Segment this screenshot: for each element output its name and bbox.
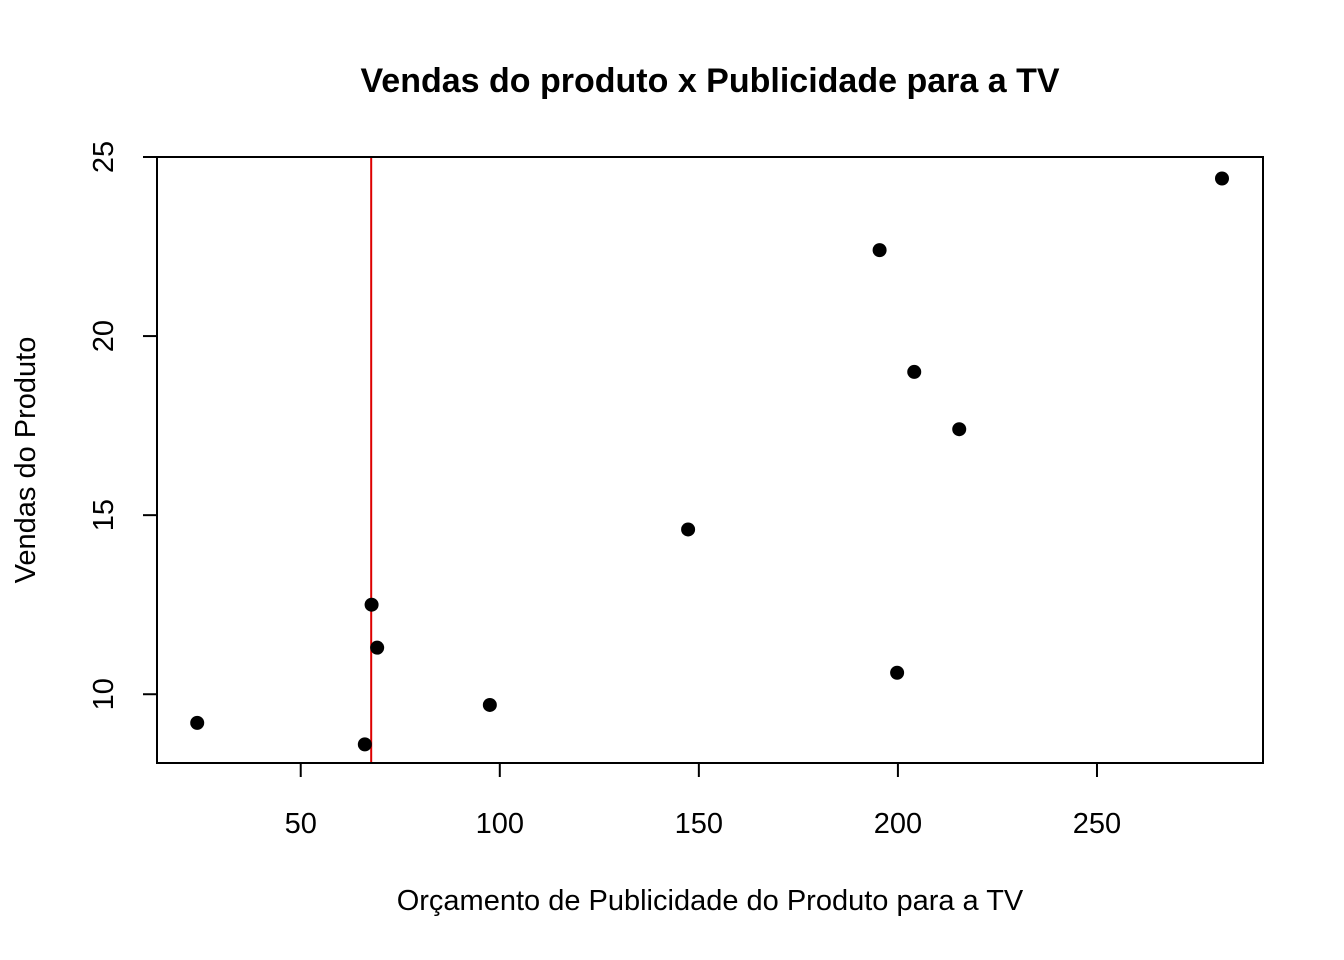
x-tick-label: 100 (476, 808, 524, 840)
chart-title: Vendas do produto x Publicidade para a T… (360, 62, 1059, 100)
plot-area (190, 157, 1229, 763)
data-point (482, 697, 497, 712)
data-point (907, 364, 922, 379)
y-tick-label: 10 (88, 678, 120, 710)
x-tick-label: 150 (675, 808, 723, 840)
data-point (952, 422, 967, 437)
data-point (364, 597, 379, 612)
x-tick-label: 50 (285, 808, 317, 840)
data-point (370, 640, 385, 655)
y-tick-label: 15 (88, 499, 120, 531)
y-axis: 10 15 20 25 (88, 141, 158, 710)
y-axis-label: Vendas do Produto (10, 337, 42, 584)
data-point (1214, 171, 1229, 186)
data-point (872, 243, 887, 258)
plot-frame (156, 156, 1264, 764)
x-axis: 50 100 150 200 250 (285, 762, 1121, 840)
y-tick-label: 25 (88, 141, 120, 173)
y-tick-label: 20 (88, 320, 120, 352)
data-point (190, 715, 205, 730)
data-point (357, 737, 372, 752)
x-tick-label: 200 (874, 808, 922, 840)
x-axis-label: Orçamento de Publicidade do Produto para… (397, 885, 1024, 917)
x-tick-label: 250 (1073, 808, 1121, 840)
data-point (890, 665, 905, 680)
data-point (681, 522, 696, 537)
